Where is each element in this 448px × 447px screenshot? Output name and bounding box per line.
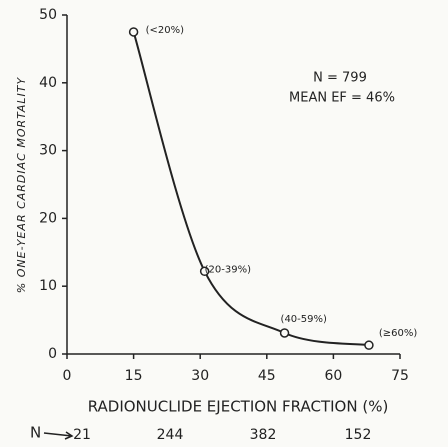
axes [66, 15, 400, 355]
y-tick-label: 40 [39, 75, 57, 91]
arrow [43, 431, 74, 440]
point-label: (<20%) [146, 25, 185, 36]
data-point [128, 27, 139, 37]
data-point [279, 328, 290, 338]
point-label: (≥60%) [379, 328, 418, 339]
x-tick-label: 45 [258, 368, 276, 384]
n-value: 382 [250, 427, 277, 443]
n-value: 152 [345, 427, 372, 443]
y-axis-label: % ONE-YEAR CARDIAC MORTALITY [15, 77, 28, 294]
x-tick-label: 75 [391, 368, 409, 384]
x-tick-label: 0 [63, 368, 72, 384]
annotation: N = 799 [313, 71, 367, 86]
data-point [364, 340, 374, 350]
point-label: (20-39%) [205, 264, 251, 275]
x-axis-label: RADIONUCLIDE EJECTION FRACTION (%) [88, 398, 389, 416]
y-tick-label: 0 [48, 346, 57, 362]
y-tick-label: 10 [39, 278, 57, 294]
annotation: MEAN EF = 46% [289, 91, 395, 106]
x-tick-label: 60 [324, 368, 342, 384]
n-value: 21 [73, 427, 91, 443]
point-label: (40-59%) [281, 314, 327, 325]
y-tick-label: 50 [39, 7, 57, 23]
n-value: 244 [157, 427, 184, 443]
x-tick-label: 30 [191, 368, 209, 384]
y-tick-label: 30 [39, 143, 57, 159]
data-point [199, 266, 210, 277]
y-tick-label: 20 [39, 210, 57, 226]
x-tick-label: 15 [125, 368, 143, 384]
n-label: N [30, 424, 41, 442]
series-line [132, 31, 370, 347]
